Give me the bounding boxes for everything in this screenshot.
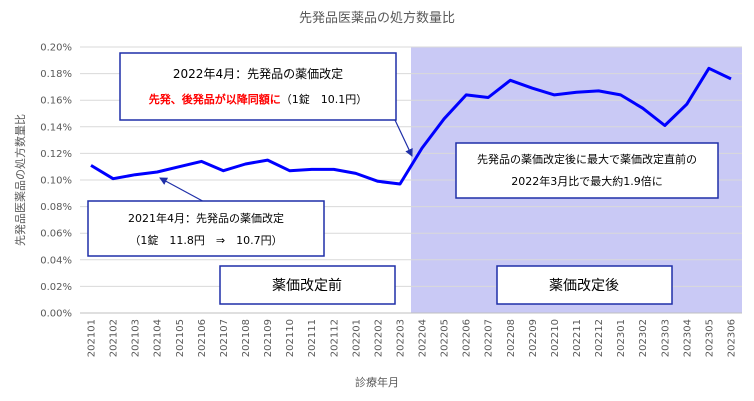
y-axis-title: 先発品医薬品の処方数量比 [13, 114, 27, 246]
x-tick-label: 202112 [329, 319, 340, 357]
top-annotation-red-text: 先発、後発品が以降同額に [149, 92, 281, 106]
x-tick-label: 202211 [572, 319, 583, 357]
y-tick-label: 0.12% [40, 149, 72, 160]
x-tick-label: 202107 [219, 319, 230, 357]
top-annotation-line1: 2022年4月：先発品の薬価改定 [173, 66, 343, 81]
x-tick-label: 202102 [109, 319, 120, 357]
x-tick-label: 202204 [418, 319, 429, 357]
x-tick-label: 202305 [704, 319, 715, 357]
x-tick-label: 202212 [594, 319, 605, 357]
x-axis-ticks: 202101 202102 202103 202104 202105 202106 2021… [87, 319, 738, 357]
x-tick-label: 202203 [395, 319, 406, 357]
bottom-annotation-box [87, 200, 325, 257]
y-tick-label: 0.16% [40, 96, 72, 107]
top-annotation-price: （1錠 10.1円） [281, 92, 368, 106]
x-tick-label: 202103 [131, 319, 142, 357]
x-tick-label: 202302 [638, 319, 649, 357]
chart-title: 先発品医薬品の処方数量比 [299, 10, 455, 26]
y-tick-label: 0.00% [40, 309, 72, 320]
x-tick-label: 202206 [462, 319, 473, 357]
x-axis-title: 診療年月 [355, 375, 399, 389]
x-tick-label: 202201 [351, 319, 362, 357]
y-tick-label: 0.04% [40, 255, 72, 266]
x-tick-label: 202101 [87, 319, 98, 357]
x-tick-label: 202202 [373, 319, 384, 357]
top-annotation-box [119, 52, 397, 121]
x-tick-label: 202303 [660, 319, 671, 357]
y-tick-label: 0.06% [40, 229, 72, 240]
y-axis-ticks: 0.00% 0.02% 0.04% 0.06% 0.08% 0.10% 0.12% 0.14%… [40, 43, 72, 320]
phase-after-box [496, 265, 673, 305]
phase-before-box [219, 265, 396, 305]
x-tick-label: 202304 [682, 319, 693, 357]
x-tick-label: 202109 [263, 319, 274, 357]
x-tick-label: 202301 [616, 319, 627, 357]
phase-before-label: 薬価改定前 [272, 277, 342, 294]
y-tick-label: 0.20% [40, 43, 72, 54]
y-tick-label: 0.14% [40, 122, 72, 133]
x-tick-label: 202208 [506, 319, 517, 357]
x-tick-label: 202105 [175, 319, 186, 357]
y-tick-label: 0.18% [40, 69, 72, 80]
right-annotation-line1: 先発品の薬価改定後に最大で薬価改定直前の [477, 152, 697, 166]
right-annotation-line2: 2022年3月比で最大約1.9倍に [511, 174, 663, 188]
x-tick-label: 202205 [440, 319, 451, 357]
x-tick-label: 202209 [528, 319, 539, 357]
phase-after-label: 薬価改定後 [549, 278, 619, 294]
x-tick-label: 202111 [307, 319, 318, 357]
x-tick-label: 202110 [285, 319, 296, 357]
bottom-annotation-line2: （1錠 11.8円 ⇒ 10.7円） [129, 233, 282, 247]
top-annotation-line2: 先発、後発品が以降同額に（1錠 10.1円） [149, 92, 368, 106]
x-tick-label: 202104 [153, 319, 164, 357]
y-tick-label: 0.08% [40, 202, 72, 213]
x-tick-label: 202210 [550, 319, 561, 357]
bottom-annotation-line1: 2021年4月：先発品の薬価改定 [128, 211, 284, 225]
x-tick-label: 202106 [197, 319, 208, 357]
x-tick-label: 202207 [484, 319, 495, 357]
right-annotation-box [455, 142, 719, 199]
x-tick-label: 202306 [726, 319, 737, 357]
x-tick-label: 202108 [241, 319, 252, 357]
y-tick-label: 0.10% [40, 176, 72, 187]
series-line [90, 66, 732, 186]
top-annotation-arrow [394, 119, 413, 157]
y-tick-label: 0.02% [40, 282, 72, 293]
